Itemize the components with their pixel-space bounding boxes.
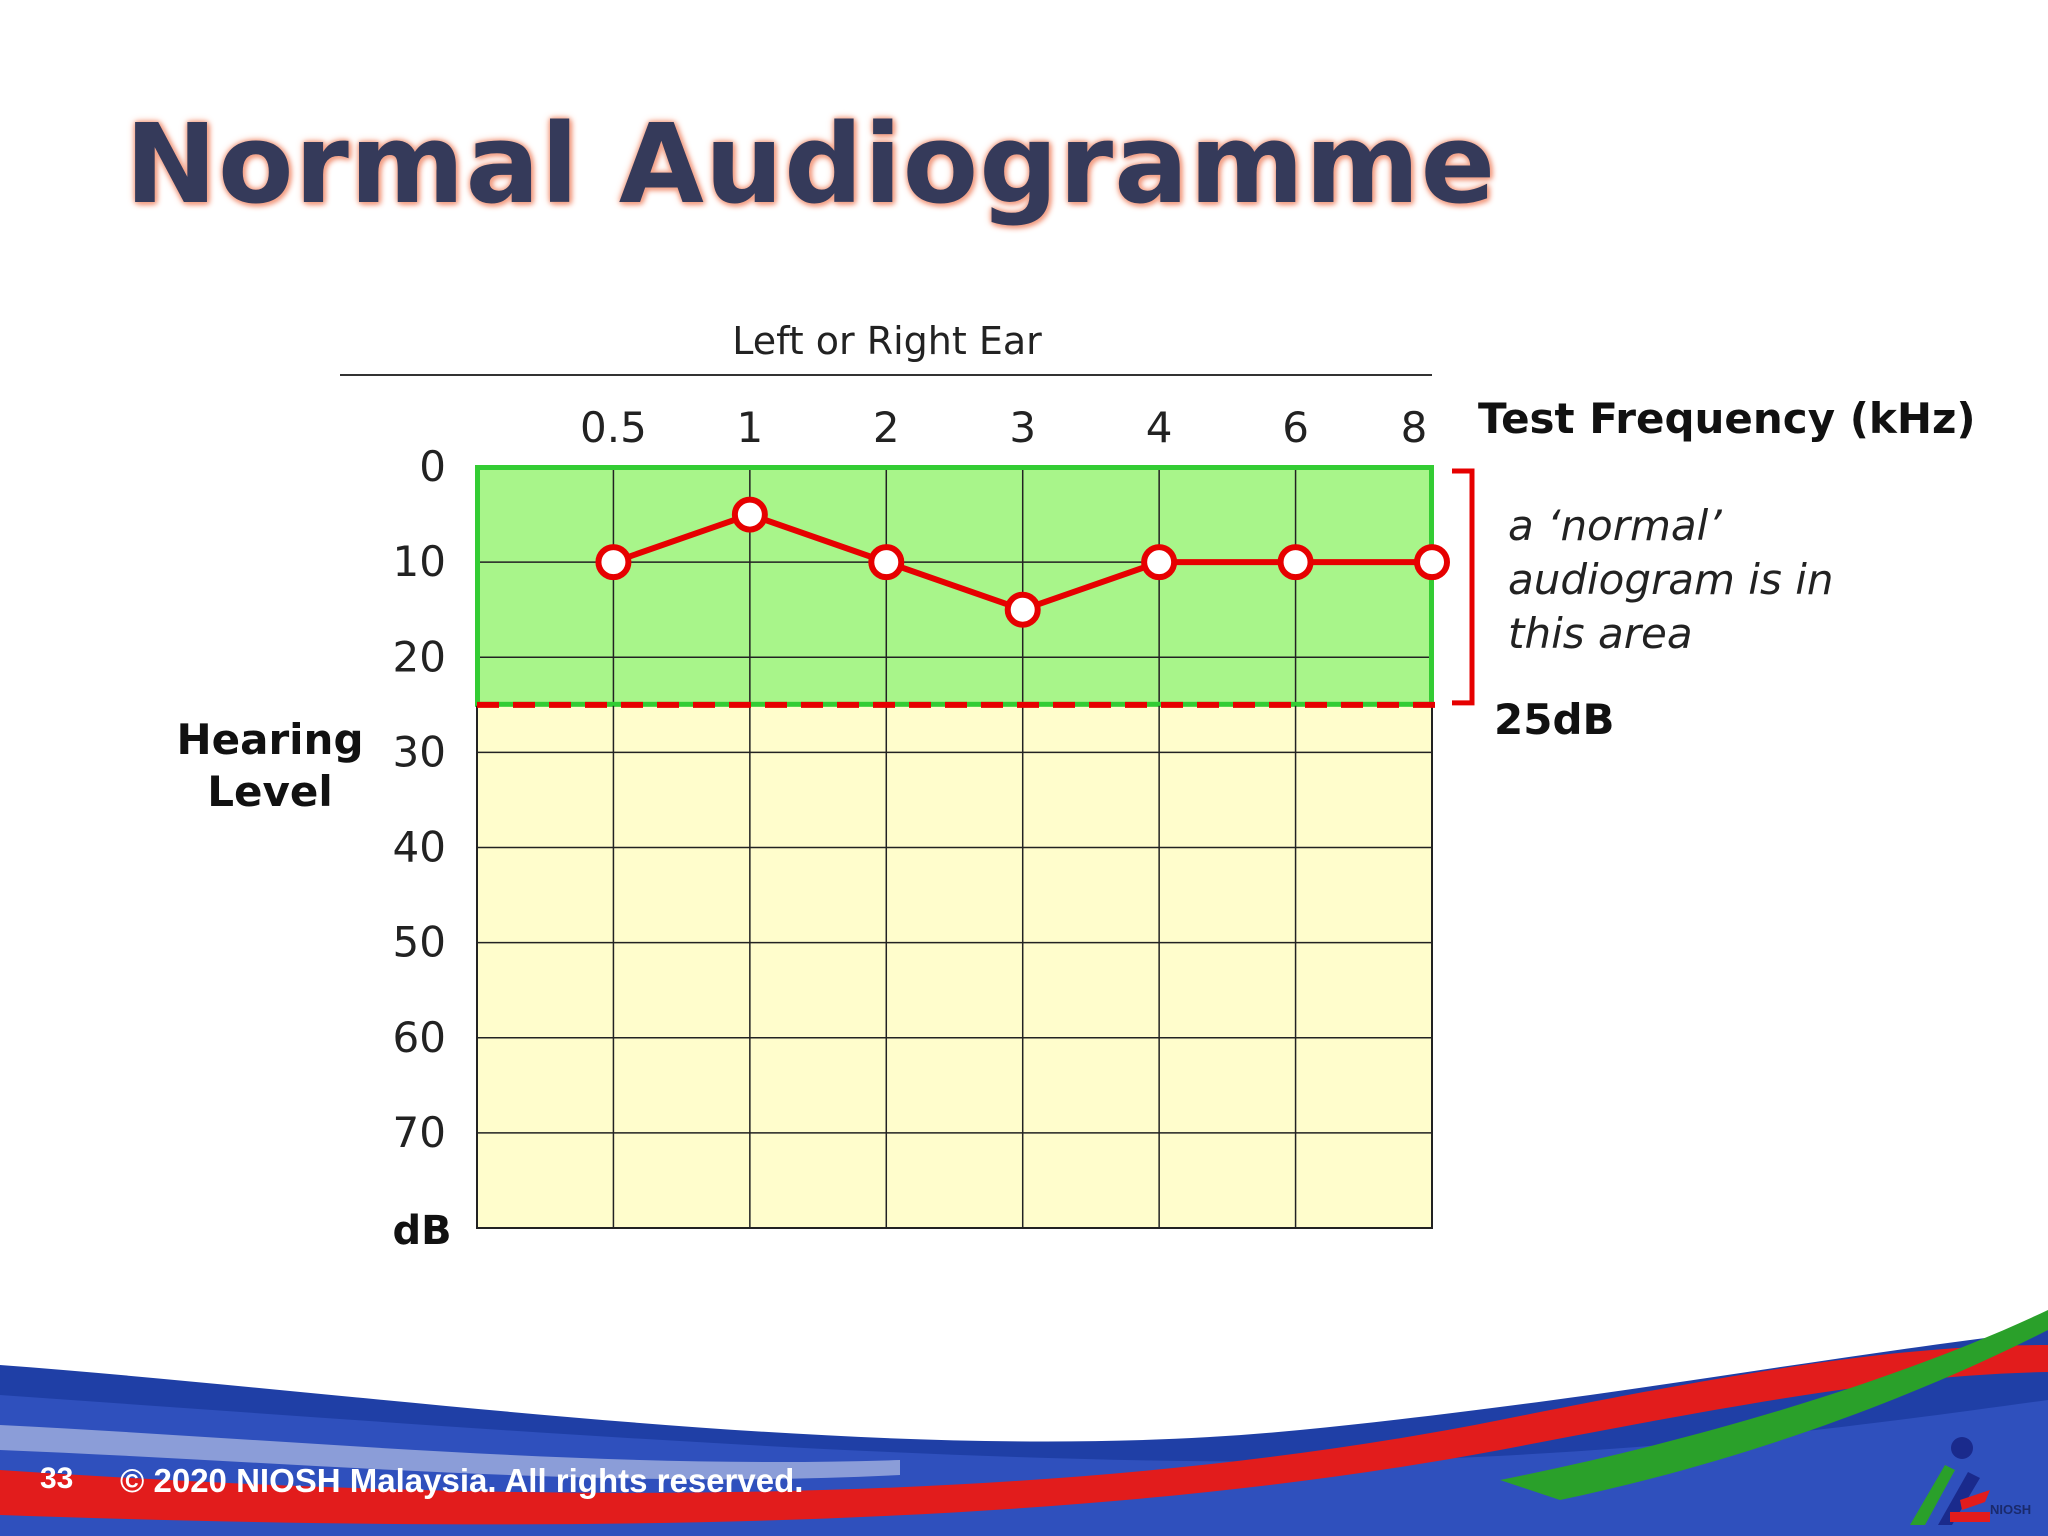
- y-axis-title-line: Hearing: [176, 715, 363, 764]
- x-tick-label: 6: [1282, 403, 1309, 452]
- page-number: 33: [40, 1462, 74, 1495]
- niosh-logo: [1910, 1437, 1990, 1525]
- annotation-line: a ‘normal’: [1508, 501, 1722, 550]
- footer-swoosh: [0, 1310, 2048, 1536]
- threshold-label: 25dB: [1494, 695, 1615, 744]
- y-tick-label: 50: [393, 918, 446, 967]
- annotation-line: audiogram is in: [1508, 555, 1834, 604]
- copyright-text: © 2020 NIOSH Malaysia. All rights reserv…: [120, 1462, 804, 1499]
- y-tick-label: 30: [393, 727, 446, 776]
- y-tick-label: 20: [393, 632, 446, 681]
- x-tick-label: 1: [736, 403, 763, 452]
- y-axis-title-line: Level: [207, 767, 333, 816]
- x-axis-title: Test Frequency (kHz): [1478, 394, 1976, 443]
- data-point-marker: [731, 496, 768, 533]
- data-point-marker: [1141, 544, 1178, 581]
- y-tick-label: 40: [393, 823, 446, 872]
- y-tick-label: 60: [393, 1013, 446, 1062]
- data-point-marker: [1277, 544, 1314, 581]
- data-point-marker: [1414, 544, 1450, 581]
- normal-zone-bracket: [1452, 468, 1475, 706]
- y-tick-label: 0: [419, 442, 446, 491]
- x-tick-label: 2: [873, 403, 900, 452]
- plot-area: 0.5 1 2 3 4 6 8 0 10 20 30 40 50 60 70: [393, 403, 1475, 1229]
- data-point-marker: [868, 544, 905, 581]
- x-tick-label: 0.5: [580, 403, 647, 452]
- slide-title: Normal Audiogramme: [125, 100, 1497, 228]
- logo-label: NIOSH: [1990, 1502, 2032, 1517]
- normal-zone-annotation: a ‘normal’ audiogram is in this area: [1508, 501, 1847, 658]
- data-point-marker: [1004, 591, 1041, 628]
- y-unit-label: dB: [392, 1208, 451, 1254]
- y-tick-label: 70: [393, 1108, 446, 1157]
- x-tick-label: 4: [1146, 403, 1173, 452]
- chart-title: Left or Right Ear: [732, 319, 1042, 363]
- y-axis-title: Hearing Level: [176, 715, 363, 816]
- annotation-line: this area: [1508, 609, 1693, 658]
- x-tick-label: 8: [1401, 403, 1428, 452]
- below-zone-area: [477, 704, 1432, 1228]
- data-point-marker: [595, 544, 632, 581]
- x-tick-label: 3: [1009, 403, 1036, 452]
- y-tick-label: 10: [393, 537, 446, 586]
